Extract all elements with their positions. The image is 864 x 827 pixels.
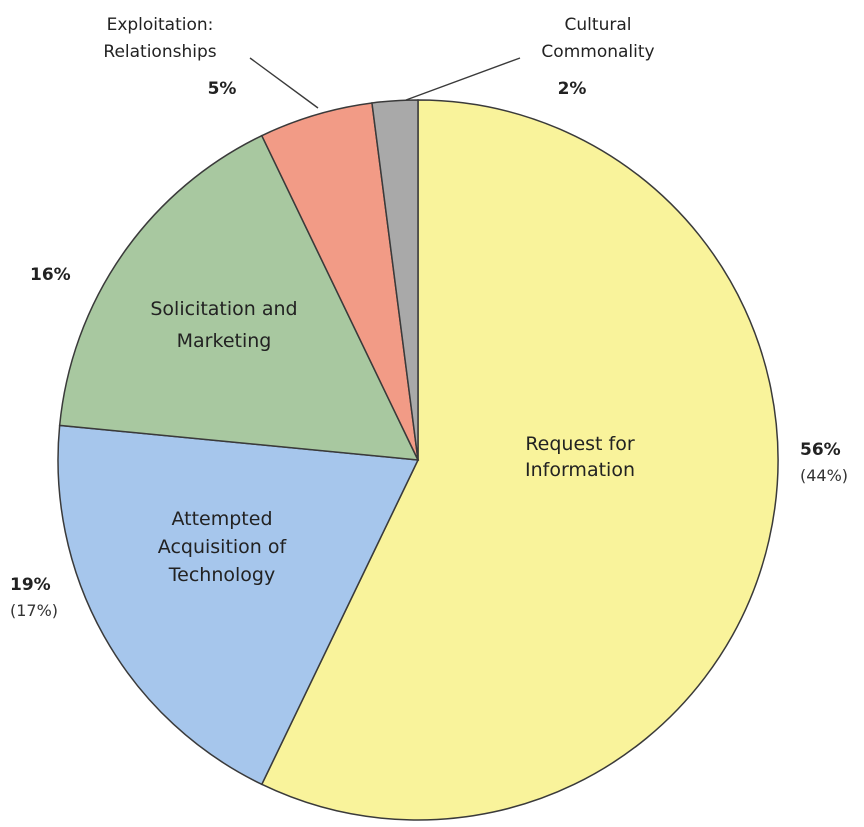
slice-label-exploitation-relationships-line-2: Relationships xyxy=(103,42,216,62)
pie-slice-request-for-information xyxy=(260,99,779,821)
slice-label-attempted-acquisition-line-2: Acquisition of xyxy=(158,536,288,558)
slice-value-solicitation-marketing: 16% xyxy=(30,265,71,285)
slice-value-request-for-information: 56% xyxy=(800,440,841,460)
slice-secondary-attempted-acquisition: (17%) xyxy=(10,601,58,620)
slice-value-attempted-acquisition: 19% xyxy=(10,575,51,595)
slice-label-cultural-commonality-line-2: Commonality xyxy=(541,42,654,62)
slice-label-cultural-commonality-line-1: Cultural xyxy=(565,15,632,35)
slice-label-attempted-acquisition-line-3: Technology xyxy=(168,564,275,586)
slice-secondary-request-for-information: (44%) xyxy=(800,466,848,485)
pie-slice-cultural-commonality xyxy=(371,99,419,461)
slice-label-request-for-information-line-1: Request for xyxy=(525,433,635,455)
labels-layer: Request for Information 56% (44%) Attempted A… xyxy=(10,15,848,620)
slices-layer xyxy=(57,99,779,821)
leader-line-exploitation-relationships xyxy=(249,57,319,109)
leader-line-cultural-commonality xyxy=(405,57,521,101)
slice-label-attempted-acquisition-line-1: Attempted xyxy=(171,508,272,530)
slice-label-solicitation-marketing-line-2: Marketing xyxy=(177,330,272,352)
slice-value-cultural-commonality: 2% xyxy=(558,79,587,99)
slice-label-request-for-information-line-2: Information xyxy=(525,459,635,481)
pie-slice-solicitation-marketing xyxy=(58,134,420,461)
leader-lines xyxy=(249,57,521,109)
slice-label-solicitation-marketing-line-1: Solicitation and xyxy=(150,298,297,320)
slice-label-exploitation-relationships-line-1: Exploitation: xyxy=(107,15,214,35)
slice-value-exploitation-relationships: 5% xyxy=(208,79,237,99)
pie-slice-attempted-acquisition xyxy=(57,424,420,786)
